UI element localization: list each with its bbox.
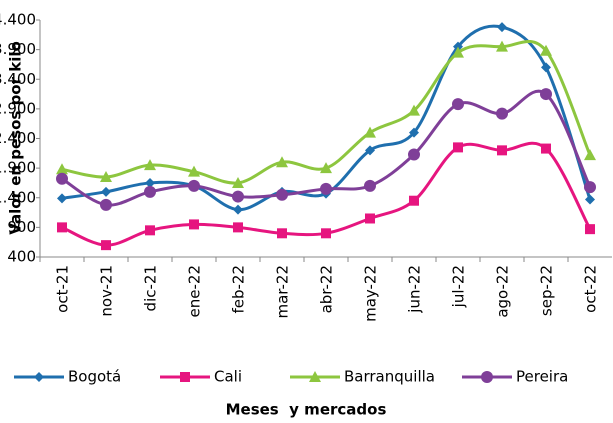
marker bbox=[584, 181, 596, 194]
x-tick-label: feb-22 bbox=[230, 265, 248, 314]
x-tick-label: mar-22 bbox=[274, 265, 292, 319]
marker bbox=[497, 145, 507, 156]
marker bbox=[100, 198, 112, 211]
marker bbox=[232, 190, 244, 203]
marker bbox=[101, 240, 111, 251]
marker bbox=[233, 222, 243, 233]
marker bbox=[540, 88, 552, 101]
marker bbox=[364, 179, 376, 192]
marker bbox=[481, 371, 493, 383]
y-tick-label: 1.400 bbox=[0, 188, 36, 206]
marker bbox=[364, 126, 376, 138]
legend-label: Pereira bbox=[516, 368, 568, 386]
y-axis-title: Valor en pesos por kilo bbox=[7, 41, 25, 235]
marker bbox=[56, 163, 68, 175]
marker bbox=[101, 186, 111, 197]
marker bbox=[145, 225, 155, 236]
marker bbox=[408, 104, 420, 116]
marker bbox=[541, 143, 551, 154]
legend-label: Cali bbox=[214, 368, 242, 386]
marker bbox=[496, 40, 508, 52]
marker bbox=[408, 148, 420, 161]
legend-label: Barranquilla bbox=[344, 368, 435, 386]
y-tick-label: 1.900 bbox=[0, 159, 36, 177]
marker bbox=[189, 219, 199, 230]
marker bbox=[320, 162, 332, 174]
y-tick-label: 3.900 bbox=[0, 40, 36, 58]
marker bbox=[144, 159, 156, 171]
marker bbox=[453, 142, 463, 153]
x-tick-label: ene-22 bbox=[186, 265, 204, 317]
marker bbox=[57, 222, 67, 233]
y-tick-label: 400 bbox=[7, 248, 36, 266]
marker bbox=[309, 371, 321, 382]
legend-label: Bogotá bbox=[68, 368, 121, 386]
marker bbox=[188, 179, 200, 192]
marker bbox=[34, 372, 44, 382]
x-tick-label: abr-22 bbox=[318, 265, 336, 313]
marker bbox=[540, 44, 552, 56]
x-tick-label: ago-22 bbox=[494, 265, 512, 318]
marker bbox=[452, 46, 464, 58]
x-tick-label: oct-21 bbox=[54, 265, 72, 313]
marker bbox=[100, 171, 112, 183]
marker bbox=[452, 98, 464, 111]
y-tick-label: 3.400 bbox=[0, 70, 36, 88]
marker bbox=[584, 149, 596, 161]
x-tick-label: nov-21 bbox=[98, 265, 116, 317]
marker bbox=[144, 185, 156, 198]
y-tick-label: 2.400 bbox=[0, 129, 36, 147]
marker bbox=[233, 204, 243, 215]
marker bbox=[145, 177, 155, 188]
marker bbox=[497, 22, 507, 33]
series-line bbox=[61, 39, 592, 185]
y-tick-label: 900 bbox=[7, 218, 36, 236]
x-tick-label: jun-22 bbox=[406, 265, 424, 314]
marker bbox=[276, 156, 288, 168]
marker bbox=[232, 176, 244, 188]
marker bbox=[320, 182, 332, 195]
marker bbox=[276, 188, 288, 201]
x-tick-label: sep-22 bbox=[538, 265, 556, 316]
y-tick-label: 2.900 bbox=[0, 99, 36, 117]
x-tick-label: jul-22 bbox=[450, 265, 468, 308]
marker bbox=[188, 165, 200, 177]
marker bbox=[409, 127, 419, 138]
marker bbox=[365, 213, 375, 224]
marker bbox=[277, 228, 287, 239]
x-tick-label: may-22 bbox=[362, 265, 380, 322]
marker bbox=[321, 228, 331, 239]
x-axis-title: Meses y mercados bbox=[226, 401, 387, 419]
y-tick-label: 4.400 bbox=[0, 11, 36, 29]
marker bbox=[585, 224, 595, 235]
marker bbox=[541, 62, 551, 73]
marker bbox=[496, 107, 508, 120]
x-tick-label: dic-21 bbox=[142, 265, 160, 311]
marker bbox=[409, 195, 419, 206]
marker bbox=[57, 193, 67, 204]
series-line bbox=[61, 24, 592, 212]
marker bbox=[585, 194, 595, 205]
marker bbox=[180, 372, 190, 382]
marker bbox=[56, 172, 68, 185]
x-tick-label: oct-22 bbox=[582, 265, 600, 313]
marker bbox=[365, 145, 375, 156]
